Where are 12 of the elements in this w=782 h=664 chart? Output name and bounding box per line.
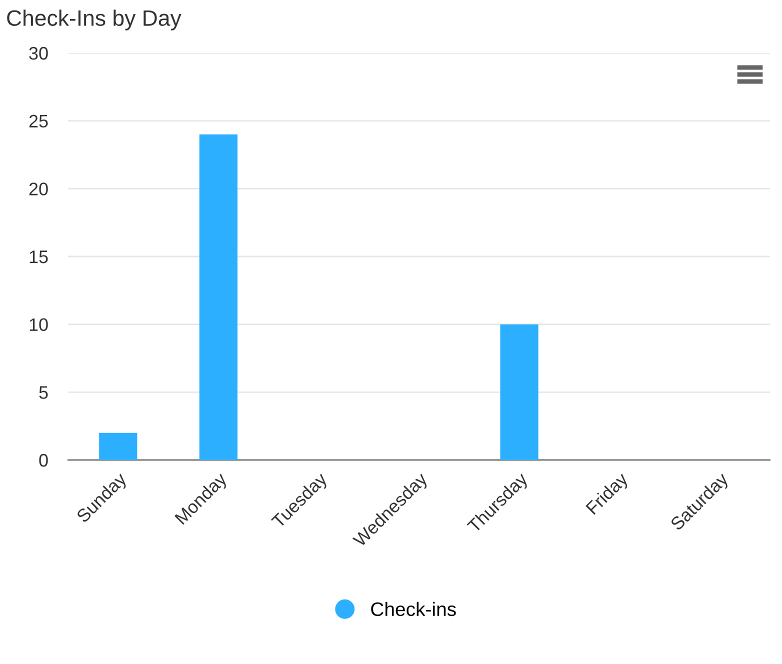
y-tick-label: 5 <box>39 386 48 399</box>
y-tick-label: 25 <box>29 114 48 128</box>
bar <box>500 324 538 460</box>
bar <box>99 432 138 460</box>
y-tick-label: 0 <box>39 454 48 467</box>
chart-title: Check-Ins by Day <box>7 10 182 30</box>
y-tick-label: 30 <box>29 46 48 60</box>
y-tick-label: 10 <box>30 318 48 332</box>
bar <box>199 134 238 460</box>
y-tick-label: 20 <box>29 182 48 196</box>
y-tick-label: 15 <box>30 250 48 264</box>
legend-label: Check-ins <box>371 602 456 616</box>
